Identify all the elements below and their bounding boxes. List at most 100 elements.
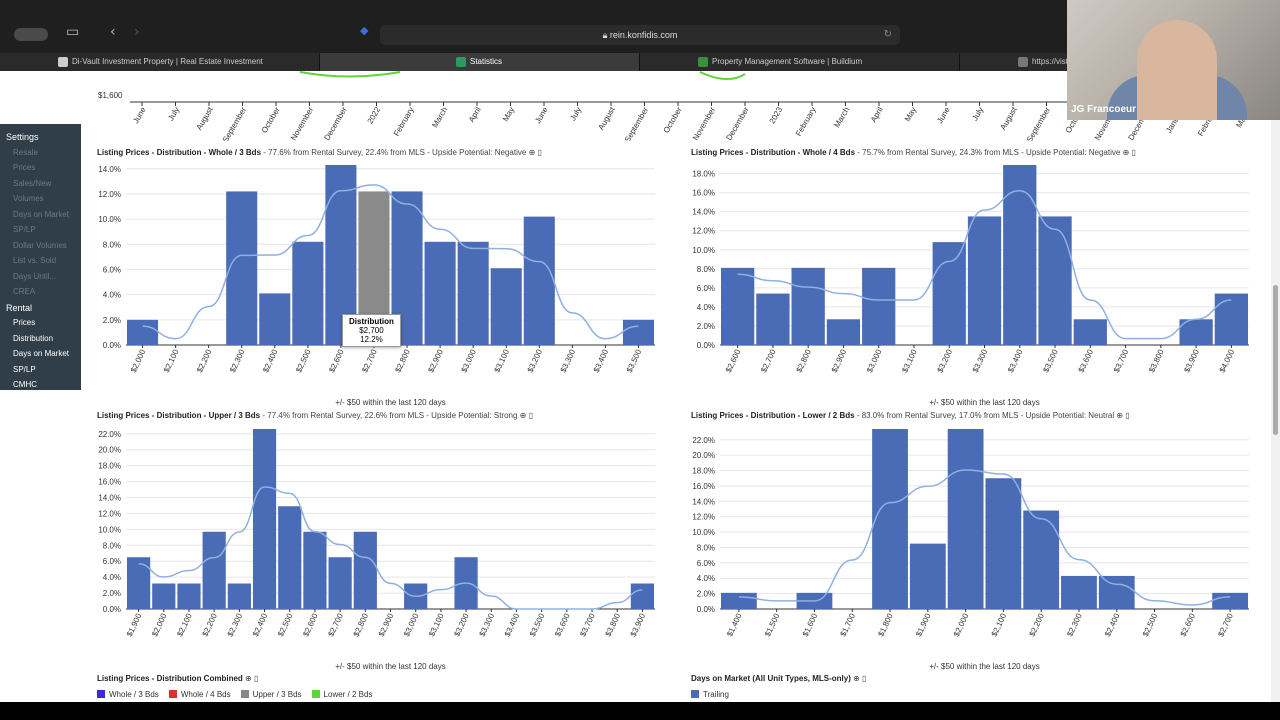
- histogram-bar[interactable]: [1061, 575, 1097, 609]
- histogram-bar[interactable]: [523, 216, 555, 345]
- scroll-thumb[interactable]: [1273, 285, 1278, 435]
- x-tick-label: $3,200: [936, 348, 955, 374]
- tooltip-percent: 12.2%: [360, 335, 383, 344]
- histogram-bar[interactable]: [721, 592, 757, 609]
- histogram-bar[interactable]: [303, 531, 327, 609]
- histogram-bar[interactable]: [328, 557, 352, 609]
- extension-icon[interactable]: ◆: [360, 24, 369, 37]
- x-tick-label: $3,100: [900, 348, 919, 374]
- y-tick-label: 18.0%: [98, 462, 121, 471]
- histogram-bar[interactable]: [622, 319, 654, 345]
- histogram-bar[interactable]: [226, 191, 258, 345]
- legend-item[interactable]: Whole / 3 Bds: [97, 690, 159, 699]
- histogram-bar[interactable]: [909, 543, 946, 609]
- add-icon[interactable]: ⊕: [853, 674, 860, 683]
- back-icon[interactable]: ‹: [110, 24, 116, 40]
- add-icon[interactable]: ⊕: [519, 411, 527, 420]
- legend-item[interactable]: Upper / 3 Bds: [240, 690, 302, 699]
- histogram-bar[interactable]: [1212, 592, 1248, 609]
- chart-whole-4: 0.0% 2.0% 4.0% 6.0% 8.0% 10.0% 12.0% 14.0% 16.0%…: [692, 165, 1249, 407]
- histogram-bar[interactable]: [826, 319, 861, 345]
- histogram-bar[interactable]: [985, 478, 1022, 609]
- forward-icon[interactable]: ›: [134, 24, 140, 40]
- histogram-bar[interactable]: [127, 319, 159, 345]
- add-icon[interactable]: ⊕: [245, 674, 252, 683]
- sidebar-item[interactable]: Distribution: [13, 333, 54, 343]
- copy-icon[interactable]: ▯: [528, 411, 534, 420]
- y-tick-label: 6.0%: [103, 557, 121, 566]
- histogram-bar[interactable]: [967, 216, 1002, 345]
- sidebar-item[interactable]: CREA: [13, 287, 36, 296]
- browser-tab[interactable]: Property Management Software | Buildium: [640, 53, 960, 71]
- sidebar-toggle-icon[interactable]: ▭: [66, 24, 80, 40]
- sidebar-item[interactable]: Dollar Volumes: [13, 240, 67, 250]
- histogram-bar[interactable]: [424, 241, 456, 345]
- browser-tab[interactable]: Statistics: [320, 53, 640, 71]
- legend-item[interactable]: Trailing: [691, 690, 729, 699]
- copy-icon[interactable]: ▯: [1131, 148, 1136, 157]
- y-tick-label: 22.0%: [692, 436, 715, 445]
- sidebar-item[interactable]: Rental: [6, 302, 33, 313]
- sidebar-menu: Settings Resale Prices Sales/New Volumes Days…: [0, 124, 81, 390]
- sidebar-item[interactable]: SP/LP: [13, 225, 36, 234]
- sidebar-item[interactable]: Prices: [13, 318, 36, 327]
- histogram-bar[interactable]: [1073, 319, 1107, 345]
- histogram-bar[interactable]: [1098, 575, 1135, 609]
- sidebar-item[interactable]: Days Until...: [13, 271, 57, 281]
- sidebar-item[interactable]: Prices: [13, 163, 36, 172]
- sidebar-item[interactable]: List vs. Sold: [13, 256, 57, 265]
- histogram-bar[interactable]: [872, 429, 908, 609]
- histogram-bar[interactable]: [152, 583, 176, 609]
- sidebar-item[interactable]: Days on Market: [13, 349, 70, 358]
- reload-icon[interactable]: ↻: [883, 29, 892, 40]
- sidebar-item[interactable]: Settings: [6, 132, 39, 142]
- histogram-bar[interactable]: [490, 268, 522, 345]
- top-month-label: 2023: [768, 105, 785, 125]
- tooltip-price: $2,700: [359, 326, 384, 335]
- y-tick-label: 10.0%: [692, 528, 715, 537]
- histogram-bar[interactable]: [932, 242, 966, 345]
- histogram-bar[interactable]: [252, 429, 277, 609]
- histogram-bar[interactable]: [630, 583, 654, 609]
- histogram-bar[interactable]: [457, 241, 489, 345]
- sidebar-item[interactable]: Resale: [13, 147, 38, 157]
- browser-tab[interactable]: Di-Vault Investment Property | Real Esta…: [0, 53, 320, 71]
- histogram-bar[interactable]: [1003, 165, 1037, 345]
- x-tick-label: $3,200: [526, 348, 545, 374]
- histogram-bar[interactable]: [721, 267, 755, 345]
- sidebar-item[interactable]: SP/LP: [13, 364, 36, 374]
- histogram-bar[interactable]: [177, 583, 201, 609]
- histogram-bar[interactable]: [1023, 510, 1060, 609]
- copy-icon[interactable]: ▯: [862, 674, 867, 683]
- sidebar-item[interactable]: Volumes: [13, 194, 44, 203]
- top-month-label: May: [501, 106, 516, 124]
- copy-icon[interactable]: ▯: [1125, 411, 1130, 420]
- histogram-bar[interactable]: [791, 267, 825, 345]
- legend-item[interactable]: Lower / 2 Bds: [311, 690, 372, 699]
- histogram-bar[interactable]: [353, 531, 377, 609]
- sidebar-item[interactable]: CMHC: [13, 380, 37, 389]
- histogram-bar[interactable]: [278, 506, 302, 609]
- top-series-line: [299, 71, 401, 78]
- sidebar-item[interactable]: Days on Market: [13, 209, 70, 219]
- add-icon[interactable]: ⊕: [528, 148, 536, 157]
- scrollbar[interactable]: [1271, 71, 1280, 702]
- copy-icon[interactable]: ▯: [537, 148, 542, 157]
- add-icon[interactable]: ⊕: [1116, 411, 1124, 420]
- histogram-bar[interactable]: [1038, 216, 1072, 345]
- histogram-bar[interactable]: [1214, 293, 1248, 345]
- histogram-bar[interactable]: [947, 429, 984, 609]
- address-bar[interactable]: 🔒︎ rein.konfidis.com ↻: [380, 25, 900, 45]
- histogram-bar[interactable]: [756, 293, 790, 345]
- copy-icon[interactable]: ▯: [253, 674, 259, 683]
- histogram-bar[interactable]: [202, 531, 226, 609]
- histogram-bar[interactable]: [862, 267, 896, 345]
- legend-item[interactable]: Whole / 4 Bds: [168, 690, 231, 699]
- window-controls[interactable]: [14, 28, 48, 41]
- histogram-bar[interactable]: [227, 583, 251, 609]
- add-icon[interactable]: ⊕: [1122, 148, 1130, 157]
- sidebar-item[interactable]: Sales/New: [13, 178, 52, 188]
- histogram-bar[interactable]: [292, 241, 324, 345]
- histogram-bar[interactable]: [259, 293, 291, 345]
- histogram-bar[interactable]: [127, 557, 151, 609]
